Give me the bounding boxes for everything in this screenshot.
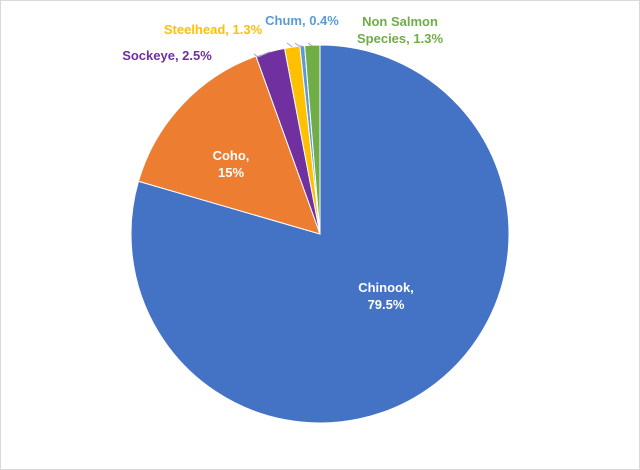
data-label: Chinook, 79.5%	[358, 280, 414, 312]
data-label-line: Chinook,	[358, 280, 414, 295]
leader-line	[307, 42, 313, 47]
data-label-line: 79.5%	[368, 297, 405, 312]
data-label: Steelhead, 1.3%	[164, 22, 263, 37]
data-label-line: Chum, 0.4%	[265, 13, 339, 28]
data-label-line: Steelhead, 1.3%	[164, 22, 263, 37]
data-label-line: Coho,	[213, 148, 250, 163]
pie-slice	[137, 55, 321, 235]
leader-line	[286, 42, 293, 48]
data-label: Coho, 15%	[213, 148, 250, 180]
leader-line	[253, 51, 271, 58]
data-label: Sockeye, 2.5%	[122, 48, 212, 63]
data-label-line: Species, 1.3%	[357, 31, 443, 46]
data-label: Chum, 0.4%	[265, 13, 339, 28]
data-label: Non Salmon Species, 1.3%	[357, 14, 443, 46]
data-label-line: Sockeye, 2.5%	[122, 48, 212, 63]
data-label-line: Non Salmon	[362, 14, 438, 29]
data-label-line: 15%	[218, 165, 244, 180]
leader-line	[294, 42, 303, 47]
